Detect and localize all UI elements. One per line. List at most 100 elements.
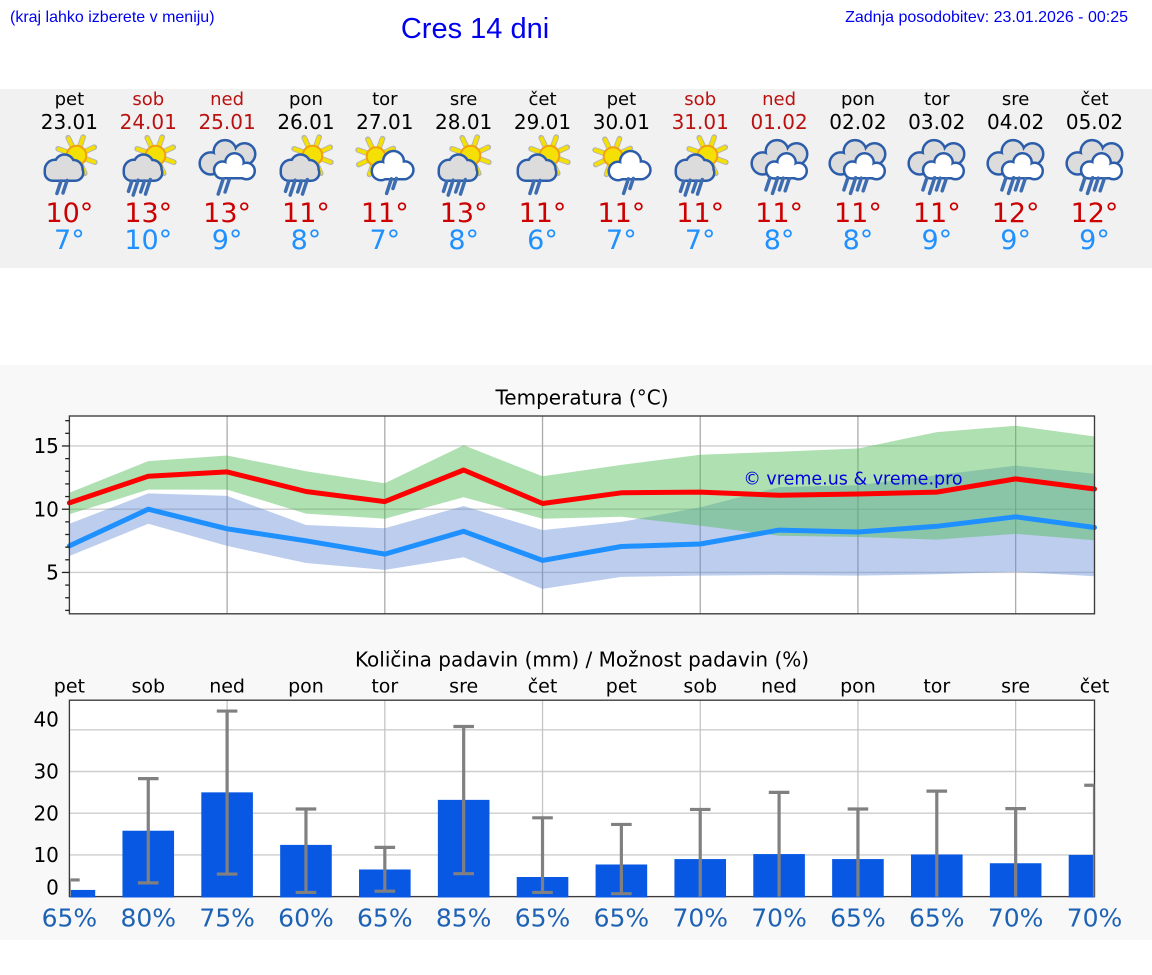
precip-whisker [768,790,790,897]
min-temp-line [66,506,1097,563]
precip-bar [1068,854,1095,898]
precip-ytick-label: 30 [33,760,58,784]
day-date: 04.02 [987,110,1045,135]
day-name: čet [528,88,557,110]
day-name: pon [289,88,323,110]
day-max-temp: 11° [676,197,725,229]
precip-whisker [70,878,80,897]
forecast-day-column: sob 24.01 13° 10° [109,89,188,268]
forecast-day-column: sob 31.01 11° 7° [661,89,740,268]
page-title: Cres 14 dni [400,13,550,46]
weather-icon [907,136,966,198]
day-max-temp: 13° [439,197,488,229]
day-min-temp: 9° [1079,224,1110,256]
temp-plot-area [69,416,1095,614]
day-min-temp: 8° [842,224,874,256]
day-date: 02.02 [829,110,887,135]
sun-whitecloud-light-rain-icon [355,135,416,195]
day-name: pet [606,88,637,110]
sun-cloud-light-rain-icon [516,133,571,195]
day-max-temp: 11° [834,197,882,229]
precip-whisker [1005,807,1026,897]
day-max-temp: 11° [597,197,646,229]
precip-day-label: tor [371,675,398,697]
weather-icon [197,136,257,198]
day-max-temp: 11° [282,197,330,229]
max-temp-band [69,425,1095,541]
temp-ytick-label: 15 [33,434,58,458]
day-max-temp: 13° [124,197,173,229]
precip-whisker [374,845,396,893]
weather-icon [749,136,809,198]
precip-day-label: čet [1080,675,1110,697]
precip-day-label: tor [923,675,950,697]
day-min-temp: 8° [763,224,795,256]
precip-percent-label: 80% [120,904,176,933]
day-name: sob [132,88,165,110]
precip-day-label: pon [288,675,324,697]
precip-day-label: sre [449,675,478,697]
forecast-day-column: sre 28.01 13° 8° [424,89,503,268]
daily-forecast-strip: pet 23.01 10° 7° sob 24.01 13° 10° ned 25.01 13° 9°… [0,88,1152,268]
precip-percent-label: 65% [830,904,886,933]
day-min-temp: 8° [448,224,479,256]
weather-icon [355,135,416,198]
day-min-temp: 7° [54,224,85,256]
max-temp-line [66,467,1097,506]
day-max-temp: 10° [45,197,94,229]
weather-icon [42,133,98,198]
precip-percent-label: 65% [357,904,413,933]
day-date: 29.01 [513,110,572,135]
precip-ytick-label: 10 [33,843,58,867]
sun-cloud-heavy-rain-icon [122,133,177,197]
precip-day-label: ned [761,675,797,697]
precip-percent-label: 65% [515,904,571,933]
precip-percent-label: 65% [42,904,98,933]
forecast-day-column: sre 04.02 12° 9° [976,89,1055,268]
day-name: čet [1080,88,1109,110]
day-min-temp: 7° [684,224,716,256]
cloudy-heavy-rain-icon [986,138,1045,195]
precip-day-label: sob [131,675,165,697]
precip-percent-label: 60% [278,904,334,933]
day-max-temp: 11° [360,197,409,229]
day-max-temp: 11° [755,197,803,229]
precip-bar [70,889,96,898]
day-min-temp: 9° [1000,224,1031,256]
cloudy-heavy-rain-icon [749,138,809,195]
day-name: sre [1001,88,1030,110]
day-name: ned [210,88,245,110]
day-name: sob [684,88,717,110]
forecast-day-column: čet 29.01 11° 6° [503,89,582,268]
precip-whisker [137,776,159,885]
day-min-temp: 10° [124,224,173,256]
weather-icon [516,133,571,198]
forecast-day-column: pet 23.01 10° 7° [30,89,109,268]
day-max-temp: 11° [518,197,567,229]
weather-icon [1065,136,1124,198]
day-max-temp: 12° [991,197,1040,229]
temp-chart-title: Temperatura (°C) [494,386,668,410]
day-name: tor [924,88,950,110]
precip-day-label: sob [683,675,717,697]
day-min-temp: 6° [527,224,558,256]
precip-percent-label: 75% [199,904,255,933]
precip-percent-label: 65% [594,904,650,933]
day-date: 03.02 [908,110,966,135]
precip-day-label: ned [209,675,245,697]
precip-chart-title: Količina padavin (mm) / Možnost padavin … [355,648,809,672]
day-name: pon [841,88,875,110]
precip-day-label: čet [528,675,558,697]
watermark-link[interactable]: © vreme.us & vreme.pro [743,470,962,490]
precip-day-label: pon [840,675,876,697]
precip-whisker [847,807,869,897]
day-min-temp: 7° [369,224,401,256]
forecast-day-column: pon 26.01 11° 8° [266,89,345,268]
sun-cloud-heavy-rain-icon [674,133,729,197]
day-max-temp: 13° [203,197,252,229]
day-name: pet [54,88,85,110]
temp-ytick-label: 5 [46,561,59,585]
precip-whisker [216,709,238,876]
forecast-day-column: pet 30.01 11° 7° [582,89,661,268]
